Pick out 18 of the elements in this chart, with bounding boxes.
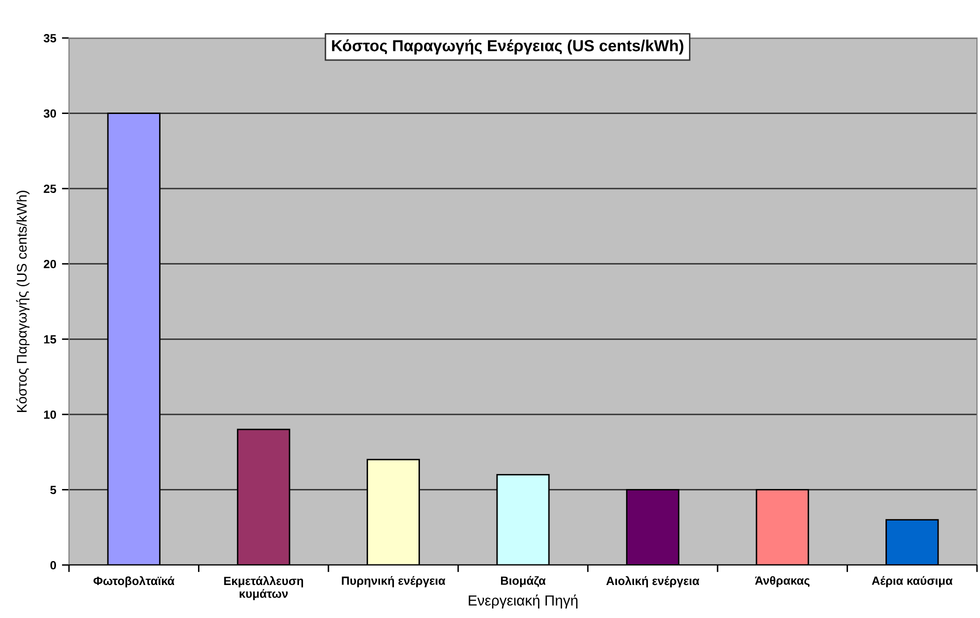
x-tick-label: Εκμετάλλευση κυμάτων <box>224 576 304 600</box>
x-axis-title: Ενεργειακή Πηγή <box>468 594 578 609</box>
y-tick-label: 35 <box>44 34 56 42</box>
y-tick-label: 15 <box>44 335 56 344</box>
y-tick-label: 0 <box>50 561 56 570</box>
y-tick-label: 5 <box>50 486 56 494</box>
y-tick-label: 10 <box>44 410 56 419</box>
chart-title: Κόστος Παραγωγής Ενέργειας (US cents/kWh) <box>332 39 684 54</box>
y-tick-label: 30 <box>44 109 56 118</box>
x-tick-label: Φωτοβολταϊκά <box>94 576 174 588</box>
y-axis-title: Κόστος Παραγωγής (US cents/kWh) <box>16 190 30 412</box>
x-tick-label: Αέρια καύσιμα <box>872 576 953 588</box>
y-tick-label: 25 <box>44 184 56 193</box>
y-tick-label: 20 <box>44 260 56 268</box>
x-tick-label: Αιολική ενέργεια <box>606 576 700 588</box>
x-tick-label: Άνθρακας <box>755 576 810 588</box>
x-tick-label: Βιομάζα <box>501 576 546 588</box>
x-tick-label: Πυρηνική ενέργεια <box>342 576 446 588</box>
